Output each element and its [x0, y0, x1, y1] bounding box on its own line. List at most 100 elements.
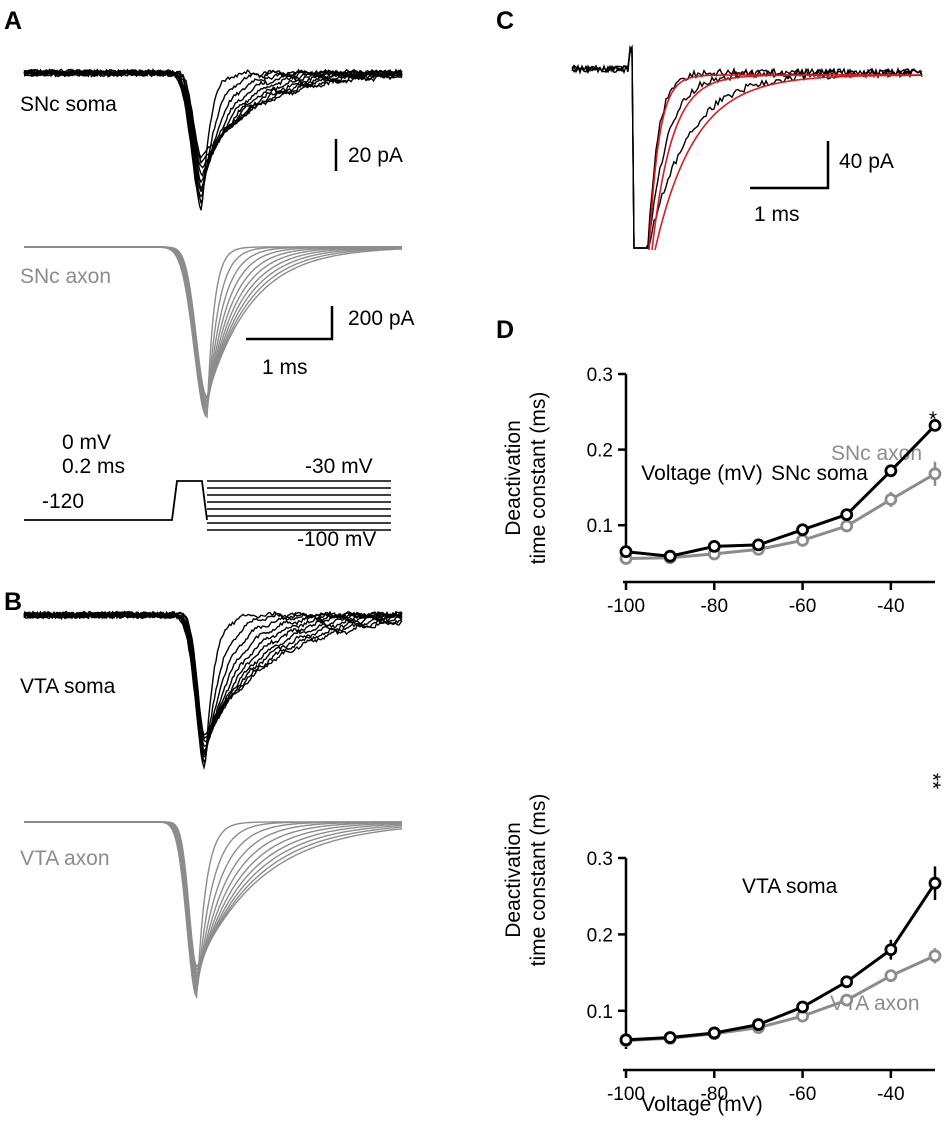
protocol-hold-label: -120 [42, 490, 84, 513]
x-tick-label: -60 [789, 1084, 816, 1105]
x-tick-label: -40 [877, 596, 904, 617]
protocol-step-label: 0 mV [62, 431, 111, 454]
data-point [752, 538, 765, 552]
panel-c-time-label: 1 ms [754, 203, 800, 226]
axon-amplitude-scale-label: 200 pA [348, 307, 415, 330]
data-point [796, 533, 809, 547]
snc-soma-traces [23, 68, 403, 211]
legend-soma: SNc soma [771, 462, 868, 485]
vta-soma-traces [23, 610, 403, 771]
x-tick-label: -40 [877, 1084, 904, 1105]
current-trace [24, 821, 403, 972]
y-tick-label: 0.2 [587, 441, 613, 462]
panel-label-a: A [4, 7, 22, 35]
time-scale-label: 1 ms [262, 356, 308, 379]
x-axis-label: Voltage (mV) [641, 1093, 762, 1116]
protocol-top-label: -30 mV [305, 455, 373, 478]
data-point [619, 1033, 633, 1047]
snc-tau-chart: Voltage (mV) Deactivation time constant … [502, 365, 942, 617]
y-axis-label-line2: time constant (ms) [527, 392, 550, 565]
current-trace [23, 68, 403, 192]
x-tick-label: -100 [607, 596, 645, 617]
protocol-prepulse [24, 480, 208, 521]
y-tick-label: 0.3 [587, 849, 613, 870]
protocol-steps [207, 480, 391, 531]
snc-axon-label: SNc axon [20, 265, 111, 288]
data-point [619, 545, 633, 559]
data-point [707, 539, 721, 553]
x-tick-label: -100 [607, 1084, 645, 1105]
data-point [840, 975, 854, 989]
series-line [625, 424, 937, 558]
y-tick-label: 0.1 [587, 516, 613, 537]
legend-axon: SNc axon [831, 442, 922, 465]
current-trace [23, 610, 403, 771]
x-axis-label: Voltage (mV) [641, 462, 762, 485]
panel-label-c: C [496, 7, 514, 35]
panel-c: 40 pA 1 ms [571, 44, 923, 251]
data-point [928, 467, 942, 481]
data-point [663, 549, 677, 563]
current-trace [24, 821, 403, 979]
axon-scalebar [246, 306, 334, 341]
current-trace [23, 610, 403, 757]
exponential-fit [654, 74, 921, 251]
deactivation-trace [571, 44, 923, 249]
data-point [884, 464, 898, 478]
panel-c-amplitude-label: 40 pA [839, 150, 894, 173]
current-trace [24, 246, 402, 419]
vta-axon-label: VTA axon [20, 847, 110, 870]
y-axis-label-line1: Deactivation [502, 420, 525, 536]
snc-axon-traces [24, 246, 403, 419]
protocol-duration-label: 0.2 ms [62, 455, 125, 478]
panel-b: VTA soma VTA axon [20, 610, 403, 1000]
data-point [840, 993, 854, 1007]
vta-tau-chart: Voltage (mV) Deactivation time constant … [502, 773, 944, 1116]
series-line [625, 882, 937, 1042]
soma-amplitude-scale-label: 20 pA [348, 144, 403, 167]
data-point [840, 519, 854, 533]
current-trace [23, 610, 403, 764]
current-trace [23, 68, 403, 178]
x-tick-label: -60 [789, 596, 816, 617]
current-trace [23, 68, 403, 205]
x-tick-label: -80 [701, 596, 728, 617]
protocol-bottom-label: -100 mV [297, 528, 376, 551]
data-point [884, 493, 898, 506]
panel-c-scalebar [750, 141, 830, 190]
data-point [840, 508, 854, 522]
panel-a: SNc soma SNc axon 20 pA 200 pA 1 ms 0 mV… [20, 68, 415, 551]
current-trace [23, 68, 403, 184]
vta-soma-label: VTA soma [20, 675, 116, 698]
voltage-protocol: 0 mV 0.2 ms -120 -30 mV -100 mV [24, 431, 391, 551]
current-trace [23, 68, 403, 211]
data-point [928, 949, 942, 963]
significance-marker: ** [921, 773, 944, 789]
data-point [796, 523, 809, 537]
y-axis-label-line1: Deactivation [502, 822, 525, 938]
series-line [625, 472, 936, 560]
exponential-fits [648, 74, 922, 251]
y-axis-label-line2: time constant (ms) [527, 794, 550, 967]
panel-label-b: B [4, 588, 22, 616]
panel-label-d: D [496, 316, 514, 344]
data-point [752, 1018, 765, 1031]
current-trace [24, 821, 402, 1000]
current-trace [24, 821, 403, 969]
legend-soma: VTA soma [742, 875, 838, 898]
y-tick-label: 0.2 [587, 925, 613, 946]
y-tick-label: 0.3 [587, 365, 613, 386]
data-point [884, 943, 898, 957]
vta-axon-traces [24, 821, 403, 1000]
data-point [928, 876, 942, 890]
x-tick-label: -80 [701, 1084, 728, 1105]
data-point [707, 1026, 721, 1040]
data-point [928, 419, 942, 432]
data-point [663, 1031, 677, 1044]
current-trace [24, 821, 403, 976]
snc-soma-label: SNc soma [20, 93, 117, 116]
data-point [796, 1000, 809, 1014]
data-point [884, 969, 898, 983]
y-tick-label: 0.1 [587, 1002, 613, 1023]
